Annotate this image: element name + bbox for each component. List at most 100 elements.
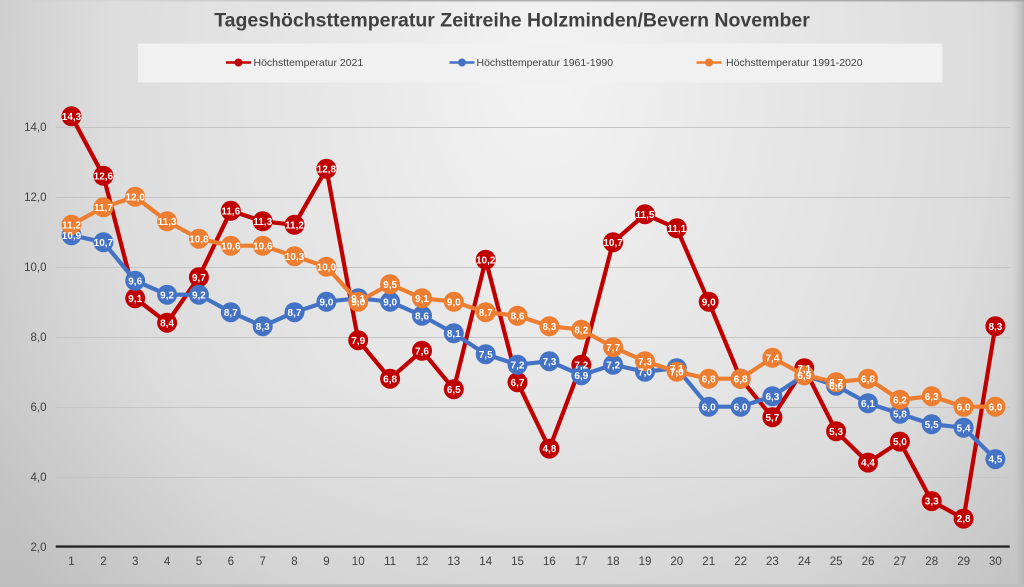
svg-text:6,7: 6,7 xyxy=(829,378,843,389)
svg-text:22: 22 xyxy=(734,556,747,568)
svg-text:5: 5 xyxy=(196,556,202,568)
svg-text:4,8: 4,8 xyxy=(542,444,556,455)
svg-text:10,3: 10,3 xyxy=(285,252,305,263)
svg-text:7,2: 7,2 xyxy=(511,360,525,371)
svg-text:Tageshöchsttemperatur Zeitreih: Tageshöchsttemperatur Zeitreihe Holzmind… xyxy=(214,10,810,32)
svg-text:8,6: 8,6 xyxy=(415,311,429,322)
svg-text:23: 23 xyxy=(766,556,779,568)
svg-text:9,0: 9,0 xyxy=(319,297,333,308)
svg-text:6,6: 6,6 xyxy=(829,381,843,392)
svg-text:9,6: 9,6 xyxy=(128,276,142,287)
svg-text:7,3: 7,3 xyxy=(638,357,652,368)
svg-text:7,1: 7,1 xyxy=(797,364,811,375)
svg-text:10,0: 10,0 xyxy=(317,262,337,273)
svg-text:6,9: 6,9 xyxy=(797,371,811,382)
svg-text:11,2: 11,2 xyxy=(62,220,81,231)
svg-text:14,0: 14,0 xyxy=(24,122,46,134)
svg-text:11,1: 11,1 xyxy=(667,224,686,235)
svg-text:13: 13 xyxy=(447,556,460,568)
svg-text:11: 11 xyxy=(384,556,396,568)
svg-text:6: 6 xyxy=(228,556,234,568)
svg-text:9,0: 9,0 xyxy=(702,297,716,308)
svg-text:7,6: 7,6 xyxy=(415,346,429,357)
svg-text:Höchsttemperatur 1991-2020: Höchsttemperatur 1991-2020 xyxy=(726,57,863,69)
svg-text:8,0: 8,0 xyxy=(31,332,47,344)
svg-text:6,3: 6,3 xyxy=(925,392,939,403)
svg-text:20: 20 xyxy=(670,556,683,568)
svg-text:11,2: 11,2 xyxy=(285,220,304,231)
svg-text:8,3: 8,3 xyxy=(256,322,270,333)
svg-text:12: 12 xyxy=(416,556,429,568)
svg-text:8,3: 8,3 xyxy=(988,322,1002,333)
svg-text:11,3: 11,3 xyxy=(253,217,272,228)
svg-text:9,1: 9,1 xyxy=(128,294,142,305)
svg-text:7,2: 7,2 xyxy=(606,360,620,371)
svg-text:10,0: 10,0 xyxy=(24,262,46,274)
svg-text:8,2: 8,2 xyxy=(574,325,588,336)
svg-text:6,8: 6,8 xyxy=(702,374,716,385)
svg-text:5,5: 5,5 xyxy=(925,420,939,431)
svg-text:14: 14 xyxy=(479,556,492,568)
svg-text:9,0: 9,0 xyxy=(447,297,461,308)
svg-text:5,0: 5,0 xyxy=(893,437,907,448)
svg-text:6,5: 6,5 xyxy=(447,385,461,396)
svg-text:7,4: 7,4 xyxy=(765,353,779,364)
svg-text:10,6: 10,6 xyxy=(253,241,273,252)
svg-text:9,1: 9,1 xyxy=(351,294,365,305)
svg-text:10,9: 10,9 xyxy=(62,231,82,242)
svg-text:11,5: 11,5 xyxy=(636,210,655,221)
svg-text:7,7: 7,7 xyxy=(606,343,620,354)
svg-text:10,7: 10,7 xyxy=(94,238,114,249)
svg-text:1: 1 xyxy=(68,556,74,568)
svg-text:6,8: 6,8 xyxy=(861,374,875,385)
svg-text:5,3: 5,3 xyxy=(829,427,843,438)
svg-text:9,7: 9,7 xyxy=(192,273,206,284)
svg-text:8: 8 xyxy=(291,556,297,568)
svg-text:8,7: 8,7 xyxy=(479,308,493,319)
svg-text:6,9: 6,9 xyxy=(574,371,588,382)
svg-text:27: 27 xyxy=(894,556,907,568)
svg-text:6,7: 6,7 xyxy=(511,378,525,389)
svg-text:5,8: 5,8 xyxy=(893,409,907,420)
svg-text:7,0: 7,0 xyxy=(638,367,652,378)
svg-text:24: 24 xyxy=(798,556,811,568)
svg-text:11,7: 11,7 xyxy=(94,203,113,214)
svg-text:14,3: 14,3 xyxy=(62,112,82,123)
svg-text:5,7: 5,7 xyxy=(765,413,779,424)
svg-text:9: 9 xyxy=(323,556,329,568)
svg-text:11,6: 11,6 xyxy=(221,206,240,217)
svg-text:Höchsttemperatur 2021: Höchsttemperatur 2021 xyxy=(254,57,364,69)
svg-text:12,0: 12,0 xyxy=(125,192,145,203)
svg-text:12,6: 12,6 xyxy=(94,171,114,182)
svg-text:9,2: 9,2 xyxy=(192,290,206,301)
svg-text:6,0: 6,0 xyxy=(957,402,971,413)
svg-text:2: 2 xyxy=(100,556,106,568)
svg-text:10: 10 xyxy=(352,556,365,568)
svg-text:10,2: 10,2 xyxy=(476,255,496,266)
svg-text:29: 29 xyxy=(957,556,970,568)
svg-text:11,3: 11,3 xyxy=(158,217,177,228)
svg-text:7: 7 xyxy=(259,556,265,568)
svg-text:7,2: 7,2 xyxy=(574,360,588,371)
svg-text:10,6: 10,6 xyxy=(221,241,241,252)
svg-text:30: 30 xyxy=(989,556,1002,568)
svg-text:6,9: 6,9 xyxy=(797,371,811,382)
svg-text:4,4: 4,4 xyxy=(861,458,875,469)
svg-text:10,7: 10,7 xyxy=(603,238,623,249)
svg-text:8,7: 8,7 xyxy=(288,308,302,319)
svg-text:9,0: 9,0 xyxy=(383,297,397,308)
svg-text:4,0: 4,0 xyxy=(31,472,47,484)
svg-text:8,7: 8,7 xyxy=(224,308,238,319)
svg-text:7,3: 7,3 xyxy=(542,357,556,368)
svg-text:25: 25 xyxy=(830,556,843,568)
svg-text:3,3: 3,3 xyxy=(925,497,939,508)
svg-text:7,1: 7,1 xyxy=(670,364,684,375)
svg-text:8,1: 8,1 xyxy=(447,329,461,340)
svg-text:16: 16 xyxy=(543,556,556,568)
svg-text:26: 26 xyxy=(862,556,875,568)
svg-text:10,8: 10,8 xyxy=(189,234,209,245)
svg-text:Höchsttemperatur 1961-1990: Höchsttemperatur 1961-1990 xyxy=(477,57,614,69)
svg-text:21: 21 xyxy=(702,556,715,568)
svg-text:3: 3 xyxy=(132,556,138,568)
svg-text:6,0: 6,0 xyxy=(702,402,716,413)
